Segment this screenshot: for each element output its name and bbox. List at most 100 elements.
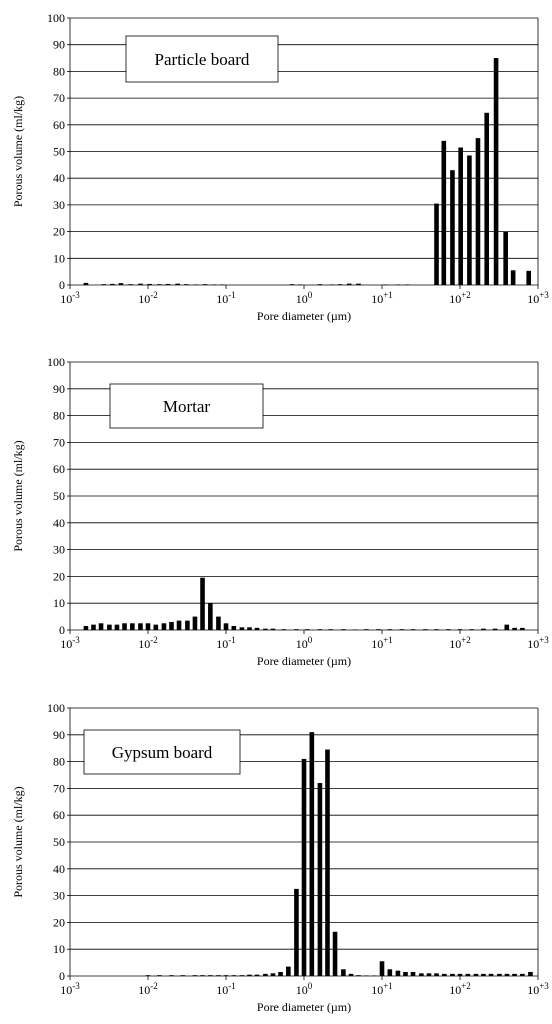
bar <box>346 283 352 285</box>
y-tick-label: 70 <box>53 91 65 105</box>
y-tick-label: 0 <box>59 969 65 983</box>
bar <box>364 975 369 976</box>
x-tick-label: 10-2 <box>138 981 158 997</box>
bar <box>294 629 299 630</box>
bar <box>379 961 385 976</box>
bar <box>410 629 416 630</box>
bar <box>504 624 510 630</box>
bar <box>488 973 494 976</box>
y-tick-label: 40 <box>53 516 65 530</box>
bar <box>114 624 120 630</box>
bar <box>145 623 151 630</box>
bar <box>200 577 205 630</box>
bar <box>382 284 388 285</box>
bar <box>469 629 474 630</box>
y-tick-label: 50 <box>53 835 65 849</box>
bar <box>317 783 323 976</box>
bar <box>169 975 174 976</box>
x-tick-label: 10+3 <box>527 635 549 651</box>
bar <box>512 973 517 976</box>
bar <box>118 283 124 285</box>
y-tick-label: 50 <box>53 489 65 503</box>
x-tick-label: 10-3 <box>60 635 80 651</box>
y-axis-label: Porous volume (ml/kg) <box>11 96 25 207</box>
bar <box>263 973 268 976</box>
series-label: Particle board <box>155 50 250 69</box>
bar <box>101 284 106 285</box>
bar <box>301 758 307 976</box>
y-tick-label: 10 <box>53 251 65 265</box>
bar <box>231 975 237 976</box>
bar <box>484 112 490 285</box>
bar <box>175 283 180 285</box>
series-label-box <box>83 729 241 775</box>
y-tick-label: 100 <box>47 355 65 369</box>
bar <box>387 629 393 630</box>
y-tick-label: 100 <box>47 701 65 715</box>
bar <box>341 629 346 630</box>
y-tick-label: 60 <box>53 808 65 822</box>
x-tick-label: 10+3 <box>527 290 549 306</box>
x-tick-label: 10+2 <box>449 981 471 997</box>
bar <box>465 973 471 976</box>
x-axis-label: Pore diameter (µm) <box>257 1000 351 1014</box>
bar <box>497 973 502 976</box>
bar <box>165 283 171 285</box>
bar <box>216 616 221 630</box>
bar <box>526 270 532 285</box>
bar <box>138 623 143 630</box>
bar <box>450 973 455 976</box>
bar <box>457 973 463 976</box>
bar <box>457 629 463 630</box>
bar <box>211 284 217 285</box>
bar <box>110 283 115 285</box>
chart-panel-2: 0 10 20 30 40 50 60 70 80 90 100 10-3 10-2 10-1 100 10+… <box>11 355 549 668</box>
bar <box>337 284 343 285</box>
bar <box>387 969 393 976</box>
bar <box>239 975 245 976</box>
x-tick-label: 10+2 <box>449 635 471 651</box>
y-tick-label: 80 <box>53 64 65 78</box>
bar <box>317 284 323 285</box>
bar <box>473 973 479 976</box>
x-tick-label: 10-3 <box>60 290 80 306</box>
bar <box>153 624 159 630</box>
bar <box>223 975 229 976</box>
x-axis-label: Pore diameter (µm) <box>257 654 351 668</box>
y-tick-label: 0 <box>59 623 65 637</box>
bar <box>200 975 205 976</box>
bar <box>161 623 167 630</box>
bar <box>309 732 315 976</box>
x-tick-label: 10-2 <box>138 635 158 651</box>
bar <box>328 629 334 630</box>
bar <box>247 974 252 976</box>
bar <box>434 973 439 976</box>
bar <box>341 969 346 976</box>
x-tick-label: 10-1 <box>216 290 236 306</box>
y-tick-label: 90 <box>53 728 65 742</box>
y-tick-label: 40 <box>53 862 65 876</box>
y-tick-label: 40 <box>53 171 65 185</box>
series-label-box <box>125 35 279 83</box>
x-tick-label: 10+1 <box>371 290 393 306</box>
x-axis-label: Pore diameter (µm) <box>257 309 351 323</box>
bar <box>130 623 135 630</box>
y-tick-label: 30 <box>53 198 65 212</box>
bar <box>492 628 498 630</box>
bar <box>91 624 96 630</box>
bar <box>458 147 463 285</box>
bar <box>493 58 499 285</box>
y-tick-label: 20 <box>53 225 65 239</box>
y-axis-label: Porous volume (ml/kg) <box>11 440 25 551</box>
bar <box>231 625 237 630</box>
bar <box>395 970 401 976</box>
bar <box>208 603 213 630</box>
bar <box>298 284 303 285</box>
bar <box>475 138 481 285</box>
chart-panel-3: 0 10 20 30 40 50 60 70 80 90 100 10-3 10-2 10-1 100 10+… <box>11 701 549 1014</box>
bar <box>278 971 283 976</box>
bar <box>157 975 162 976</box>
bar <box>528 971 533 976</box>
y-tick-label: 50 <box>53 145 65 159</box>
